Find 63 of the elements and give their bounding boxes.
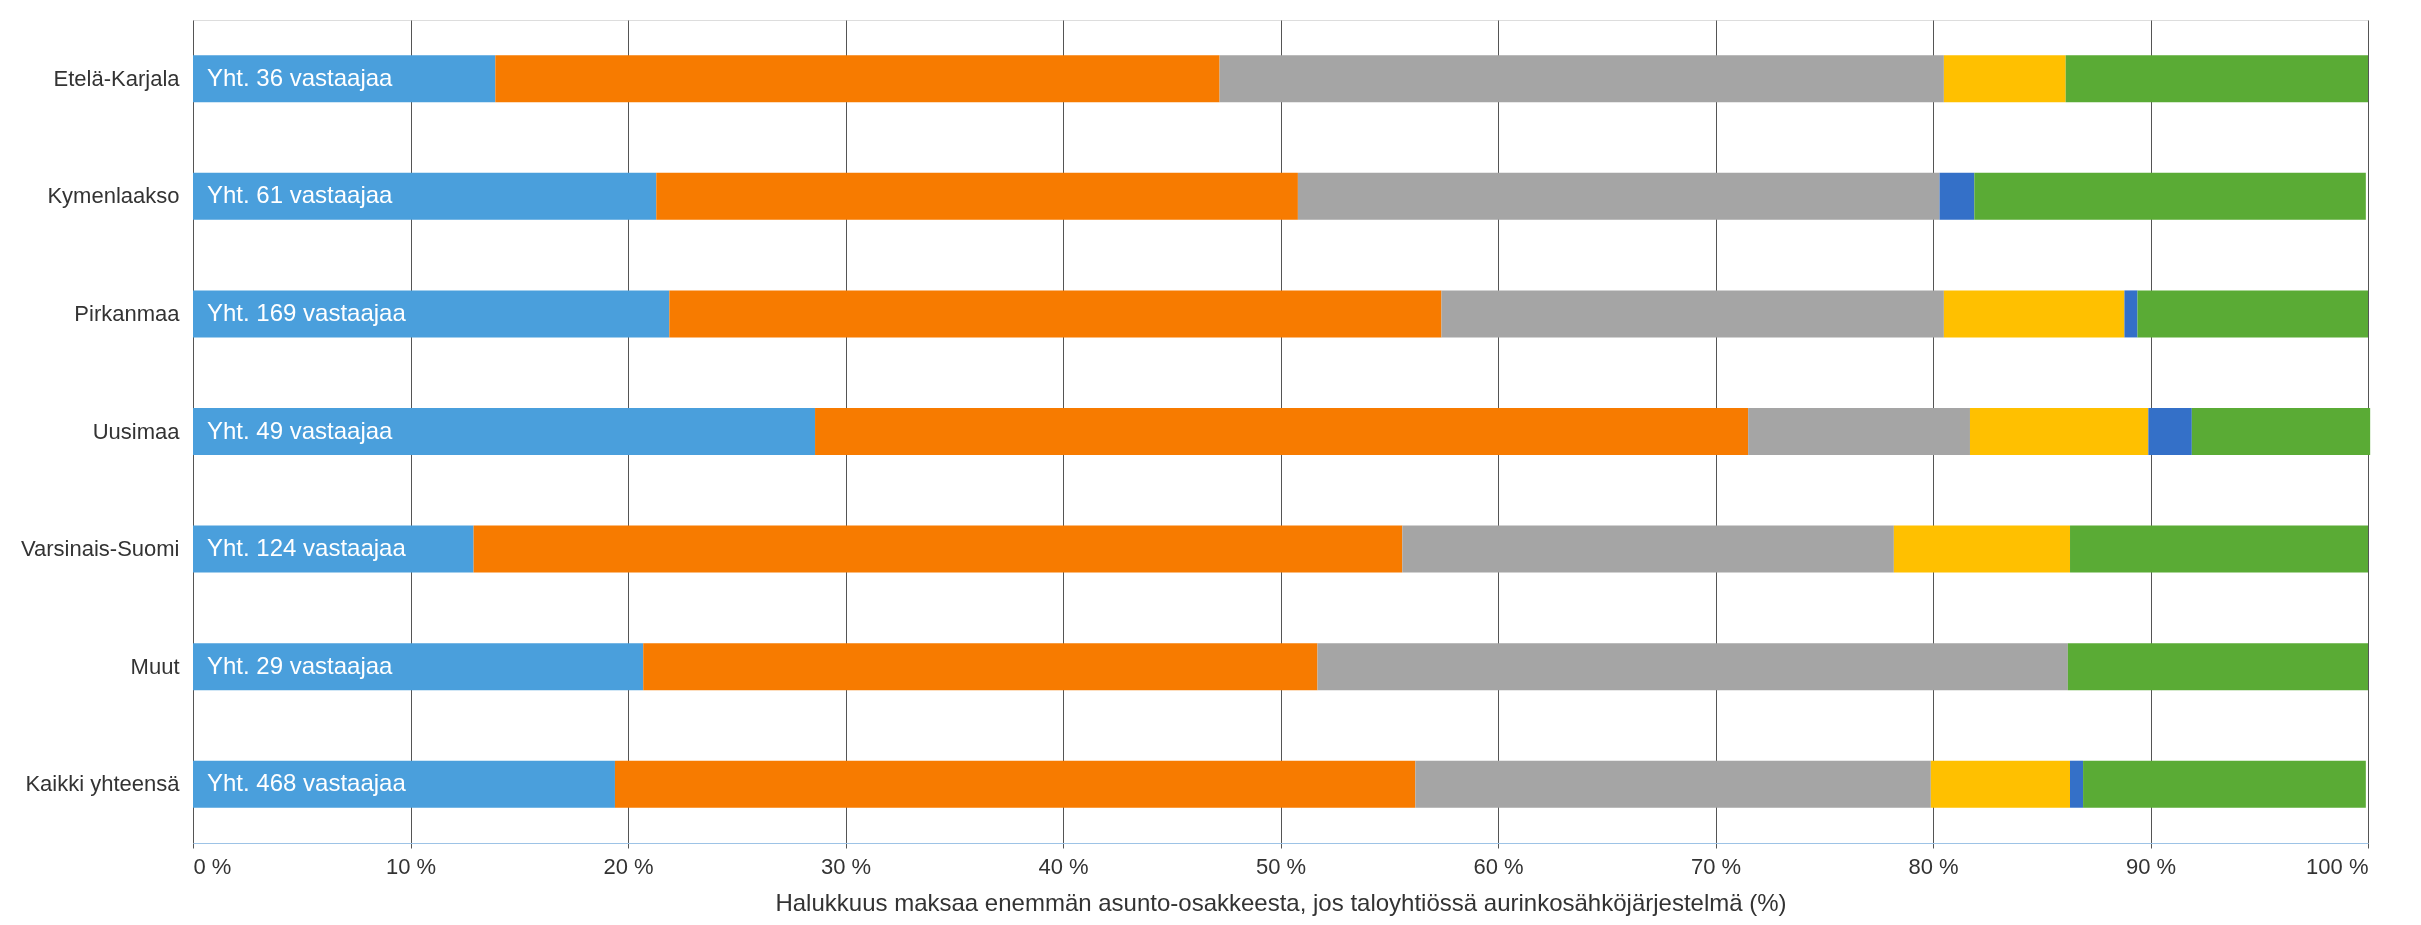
annotation: Yht. 124 vastaajaa xyxy=(207,534,407,562)
bar xyxy=(193,760,615,808)
bar xyxy=(2070,760,2084,808)
y-tick-label: Varsinais-Suomi xyxy=(20,536,180,562)
bar xyxy=(495,55,1220,103)
bar xyxy=(193,407,816,456)
bar xyxy=(193,290,670,338)
bar xyxy=(2070,525,2368,573)
bar xyxy=(656,172,1298,220)
bar xyxy=(815,407,1749,456)
bar xyxy=(1943,290,2125,338)
y-tick-label: Etelä-Karjala xyxy=(53,65,181,91)
annotation: Yht. 61 vastaajaa xyxy=(207,181,394,209)
bar xyxy=(2083,760,2366,808)
bar xyxy=(193,525,474,573)
bar xyxy=(2065,55,2368,103)
bar xyxy=(2148,407,2192,456)
bar xyxy=(2067,643,2368,691)
bar xyxy=(193,643,644,691)
y-tick-label: Kymenlaakso xyxy=(47,183,180,209)
bar xyxy=(2137,290,2368,338)
bar xyxy=(2191,407,2371,456)
x-axis-title: Halukkuus maksaa enemmän asunto-osakkeesta, jos taloyhtiössä aurinkosähköjärjestelmä (%) xyxy=(775,888,1787,916)
y-tick-label: Pirkanmaa xyxy=(74,300,181,326)
bar xyxy=(1415,760,1931,808)
bar xyxy=(1441,290,1944,338)
x-tick-label: 70 % xyxy=(1690,853,1742,879)
bar xyxy=(1402,525,1894,573)
bar xyxy=(643,643,1318,691)
y-tick-label: Muut xyxy=(130,653,180,679)
annotation: Yht. 29 vastaajaa xyxy=(207,651,394,679)
x-tick-label: 0 % xyxy=(193,853,232,879)
bar xyxy=(1317,643,2068,691)
bar xyxy=(193,55,496,103)
x-tick-label: 90 % xyxy=(2125,853,2177,879)
bar xyxy=(1219,55,1944,103)
x-tick-label: 40 % xyxy=(1038,853,1089,879)
annotation: Yht. 468 vastaajaa xyxy=(207,769,407,797)
bar xyxy=(193,172,657,220)
bar xyxy=(614,760,1416,808)
x-tick-label: 60 % xyxy=(1473,853,1524,879)
x-tick-label: 100 % xyxy=(2306,853,2369,879)
x-tick-label: 10 % xyxy=(385,853,437,879)
bar xyxy=(2124,290,2138,338)
bar xyxy=(1297,172,1940,220)
bar xyxy=(1939,172,1975,220)
y-tick-label: Uusimaa xyxy=(92,418,181,444)
bar xyxy=(1748,407,1970,456)
annotation: Yht. 169 vastaajaa xyxy=(207,298,407,326)
x-tick-label: 30 % xyxy=(820,853,872,879)
annotation: Yht. 36 vastaajaa xyxy=(207,63,394,91)
bar xyxy=(473,525,1403,573)
bar xyxy=(669,290,1442,338)
x-tick-label: 20 % xyxy=(603,853,654,879)
bar xyxy=(1943,55,2066,103)
x-tick-label: 80 % xyxy=(1908,853,1959,879)
bar xyxy=(1974,172,2366,220)
bar xyxy=(1893,525,2071,573)
annotation: Yht. 49 vastaajaa xyxy=(207,416,394,444)
bar xyxy=(1930,760,2071,808)
y-tick-label: Kaikki yhteensä xyxy=(25,771,181,797)
bar xyxy=(1969,407,2149,456)
x-tick-label: 50 % xyxy=(1255,853,1307,879)
